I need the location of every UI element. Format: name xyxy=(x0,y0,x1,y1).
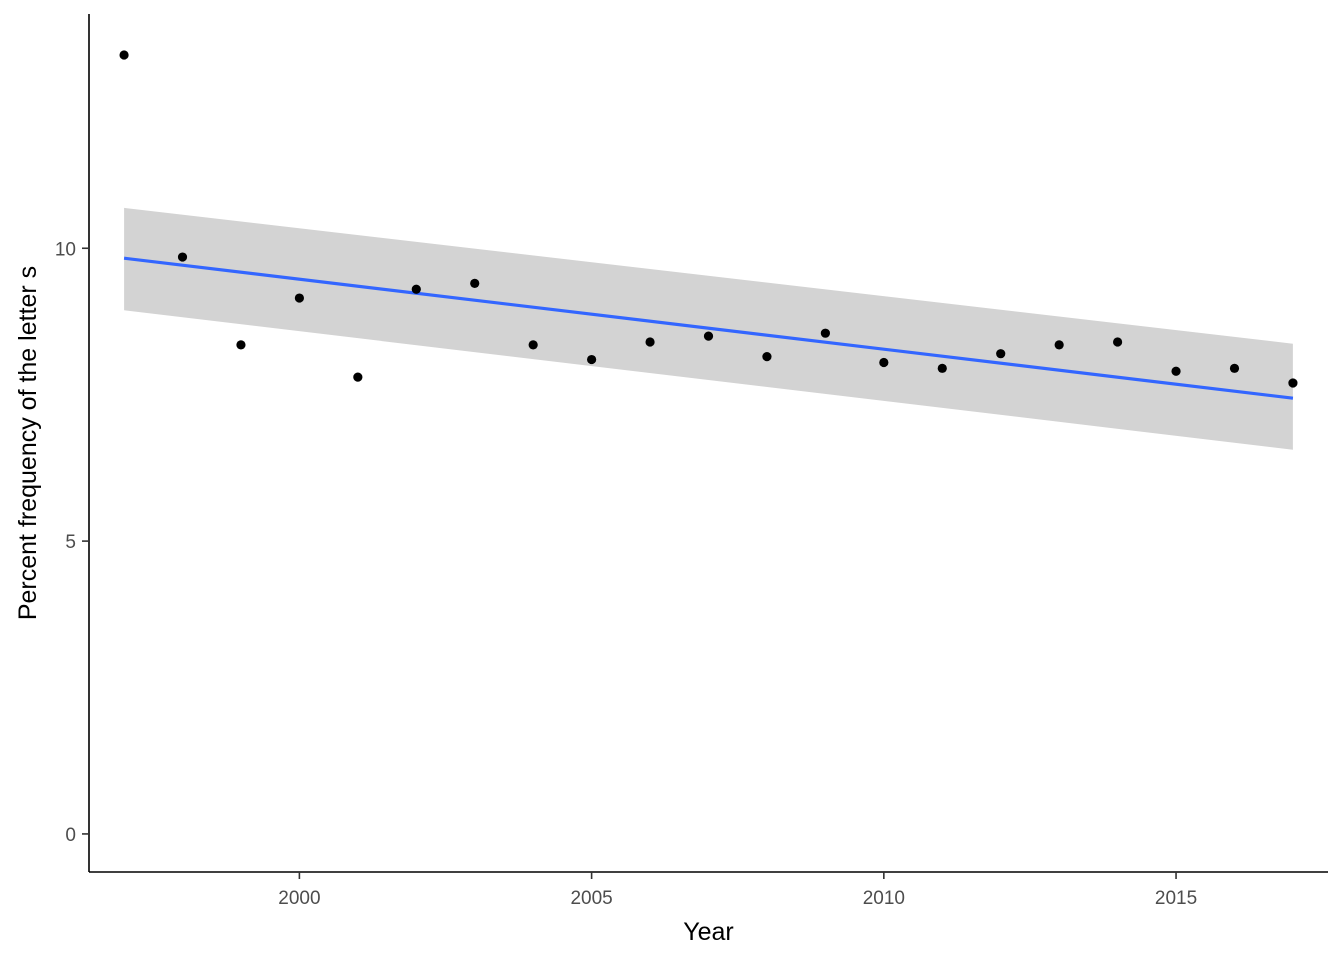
data-point xyxy=(470,278,480,289)
data-point xyxy=(1288,378,1298,388)
y-axis-title: Percent frequency of the letter s xyxy=(14,266,42,620)
data-point xyxy=(177,252,188,262)
data-point xyxy=(879,357,889,368)
data-point xyxy=(1054,340,1064,350)
data-point xyxy=(236,340,246,350)
data-point xyxy=(119,50,129,60)
data-point xyxy=(411,284,421,294)
data-point xyxy=(353,372,363,382)
y-tick-label: 5 xyxy=(65,532,76,553)
data-point xyxy=(996,349,1006,359)
y-tick-label: 10 xyxy=(55,239,76,260)
data-point xyxy=(762,352,772,362)
x-tick-label: 2000 xyxy=(278,888,320,909)
data-point xyxy=(294,293,304,303)
data-point xyxy=(587,354,597,365)
x-tick-label: 2015 xyxy=(1155,888,1197,909)
data-point xyxy=(1229,363,1240,373)
x-tick-label: 2005 xyxy=(570,888,612,909)
data-point xyxy=(1113,337,1123,347)
y-tick-label: 0 xyxy=(65,825,76,846)
data-point xyxy=(820,328,830,338)
x-tick-label: 2010 xyxy=(863,888,905,909)
data-point xyxy=(1171,366,1181,376)
data-point xyxy=(937,363,947,373)
data-points xyxy=(119,50,1298,388)
x-axis-title: Year xyxy=(683,918,734,946)
data-point xyxy=(528,340,538,350)
data-point xyxy=(703,331,714,341)
data-point xyxy=(645,337,655,347)
trend-line-path xyxy=(123,256,1294,400)
axes: 2000 2005 2010 2015 0 5 10 xyxy=(55,14,1328,909)
trend-line xyxy=(123,256,1294,400)
